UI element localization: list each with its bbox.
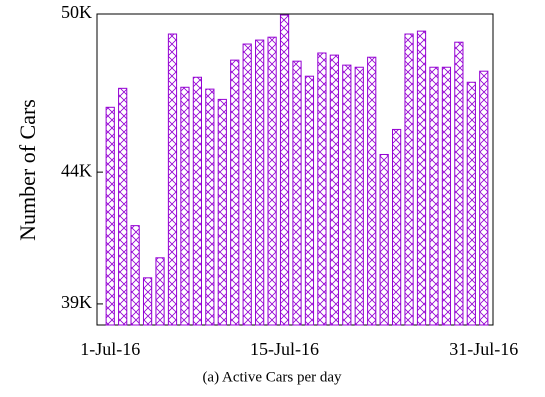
bar	[441, 66, 452, 326]
bar	[217, 98, 227, 326]
x-tick-label: 31-Jul-16	[449, 339, 518, 359]
bar	[317, 52, 327, 326]
bar	[155, 257, 165, 326]
bar	[167, 33, 178, 326]
bar	[118, 87, 128, 326]
bar	[379, 153, 389, 326]
bar	[180, 86, 190, 326]
bar	[454, 41, 464, 326]
bar	[304, 75, 315, 326]
y-tick-label: 50K	[61, 2, 92, 22]
bar	[479, 70, 489, 326]
bar	[292, 60, 302, 326]
bar	[367, 56, 377, 326]
y-tick-label: 39K	[61, 292, 92, 312]
bar	[329, 54, 339, 326]
bar	[267, 36, 277, 326]
bar	[142, 277, 153, 326]
y-tick-label: 44K	[61, 160, 92, 180]
bar	[342, 64, 352, 326]
bar	[392, 128, 402, 326]
bar	[429, 66, 439, 326]
bar	[279, 14, 290, 326]
bar	[242, 43, 252, 326]
bar	[255, 39, 265, 326]
bar	[466, 81, 476, 326]
x-tick-label: 1-Jul-16	[80, 339, 140, 359]
bar	[205, 88, 215, 326]
bar	[354, 66, 364, 326]
y-axis-label: Number of Cars	[15, 99, 40, 241]
bar	[192, 76, 202, 326]
caption: (a) Active Cars per day	[202, 369, 342, 385]
bar	[130, 225, 140, 326]
bar	[105, 106, 115, 326]
bar	[230, 59, 240, 326]
bar	[416, 30, 427, 326]
bar	[404, 33, 414, 326]
x-tick-label: 15-Jul-16	[250, 339, 319, 359]
